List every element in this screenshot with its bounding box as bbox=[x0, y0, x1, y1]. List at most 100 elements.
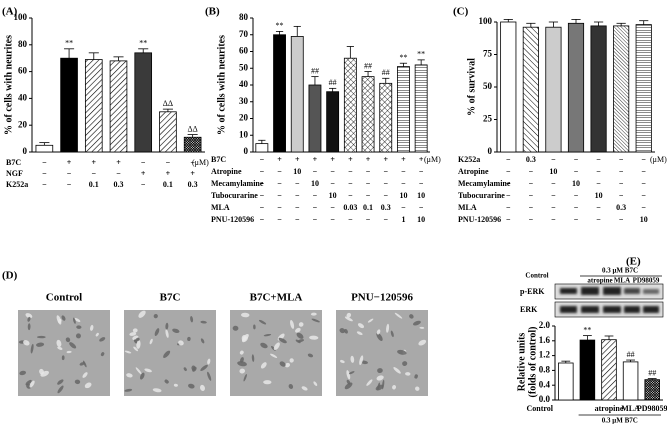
image-caption: Control bbox=[46, 292, 82, 304]
table-cell: − bbox=[366, 191, 371, 200]
blot-column-label: atropine bbox=[587, 277, 612, 285]
bar bbox=[397, 66, 410, 153]
y-tick-label: 1.6 bbox=[539, 335, 551, 345]
table-cell: − bbox=[401, 167, 406, 176]
cell bbox=[415, 386, 420, 391]
cell bbox=[298, 322, 304, 327]
blot-group-label: 0.3 μM B7C bbox=[602, 267, 638, 275]
table-cell: + bbox=[295, 155, 300, 164]
table-cell: − bbox=[529, 167, 534, 176]
table-cell: − bbox=[42, 169, 47, 178]
y-tick-label: 60 bbox=[239, 46, 249, 56]
significance-label: ΔΔ bbox=[163, 99, 173, 108]
bar bbox=[183, 136, 202, 153]
table-cell: − bbox=[277, 203, 282, 212]
cell bbox=[270, 353, 278, 358]
y-tick-label: 30 bbox=[239, 96, 249, 106]
cell bbox=[95, 332, 99, 337]
y-tick-label: 20 bbox=[239, 113, 249, 123]
cell bbox=[74, 379, 81, 385]
cell bbox=[296, 332, 304, 339]
y-tick-label: 0.8 bbox=[539, 364, 551, 374]
y-tick-label: 20 bbox=[18, 119, 28, 129]
table-cell: − bbox=[529, 179, 534, 188]
cell bbox=[187, 336, 191, 342]
table-cell: − bbox=[295, 203, 300, 212]
cell bbox=[263, 380, 272, 385]
cell bbox=[258, 319, 267, 325]
row-label: Atropine bbox=[211, 167, 242, 176]
table-cell: 10 bbox=[549, 167, 557, 176]
table-cell: − bbox=[260, 215, 265, 224]
table-cell: 10 bbox=[399, 191, 407, 200]
cell bbox=[56, 315, 62, 325]
cell bbox=[124, 388, 133, 392]
table-cell: − bbox=[330, 203, 335, 212]
cell bbox=[405, 372, 411, 376]
table-cell: − bbox=[67, 169, 72, 178]
table-cell: − bbox=[383, 167, 388, 176]
table-cell: − bbox=[401, 179, 406, 188]
cell bbox=[36, 335, 46, 339]
y-tick-label: 25 bbox=[483, 114, 493, 124]
bar bbox=[500, 21, 517, 153]
cell bbox=[126, 373, 133, 378]
cell bbox=[367, 318, 374, 323]
table-cell: − bbox=[619, 191, 624, 200]
cell bbox=[200, 338, 205, 344]
micrograph bbox=[230, 310, 322, 396]
significance-label: ** bbox=[276, 21, 284, 30]
table-cell: 10 bbox=[311, 179, 319, 188]
cell bbox=[124, 350, 132, 354]
table-cell: − bbox=[313, 215, 318, 224]
table-cell: − bbox=[574, 191, 579, 200]
cell bbox=[356, 331, 363, 336]
bar bbox=[273, 34, 286, 153]
cell bbox=[165, 322, 169, 330]
table-cell: − bbox=[641, 179, 646, 188]
cell bbox=[279, 361, 286, 367]
x-tick-label: MLA bbox=[621, 404, 640, 413]
bar bbox=[601, 339, 617, 401]
blot-column-label: MLA bbox=[614, 277, 630, 285]
table-cell: − bbox=[641, 155, 646, 164]
panel-letter: (C) bbox=[453, 6, 469, 18]
table-cell: − bbox=[348, 179, 353, 188]
cell bbox=[79, 362, 85, 366]
significance-label: ## bbox=[627, 350, 635, 359]
table-cell: − bbox=[313, 203, 318, 212]
table-cell: − bbox=[295, 179, 300, 188]
table-cell: − bbox=[277, 179, 282, 188]
significance-label: ** bbox=[583, 325, 591, 334]
cell bbox=[409, 314, 414, 319]
table-cell: 0.1 bbox=[163, 180, 173, 189]
cell bbox=[284, 362, 291, 368]
cell bbox=[200, 364, 208, 371]
cell bbox=[135, 367, 142, 375]
group-label: 0.3 μM B7C bbox=[602, 417, 638, 425]
row-label: NGF bbox=[6, 169, 23, 178]
cell bbox=[346, 312, 352, 318]
bar bbox=[567, 22, 585, 153]
table-cell: 0.3 bbox=[381, 203, 391, 212]
significance-label: ## bbox=[311, 66, 319, 75]
blot-column-label: Control bbox=[525, 272, 548, 280]
row-label: MLA bbox=[458, 203, 477, 212]
table-cell: 0.03 bbox=[343, 203, 357, 212]
cell bbox=[394, 312, 403, 319]
table-cell: − bbox=[277, 215, 282, 224]
bar bbox=[60, 57, 78, 153]
table-cell: − bbox=[619, 215, 624, 224]
table-cell: − bbox=[277, 191, 282, 200]
cell bbox=[344, 316, 353, 322]
table-cell: − bbox=[551, 191, 556, 200]
y-tick-label: 0 bbox=[244, 146, 249, 156]
cell bbox=[386, 323, 390, 333]
x-tick-label: Control bbox=[526, 404, 553, 413]
table-cell: − bbox=[383, 215, 388, 224]
cell bbox=[232, 325, 239, 331]
cell bbox=[307, 353, 314, 358]
table-cell: + bbox=[190, 169, 195, 178]
table-cell: 0.1 bbox=[89, 180, 99, 189]
cell bbox=[313, 381, 318, 386]
